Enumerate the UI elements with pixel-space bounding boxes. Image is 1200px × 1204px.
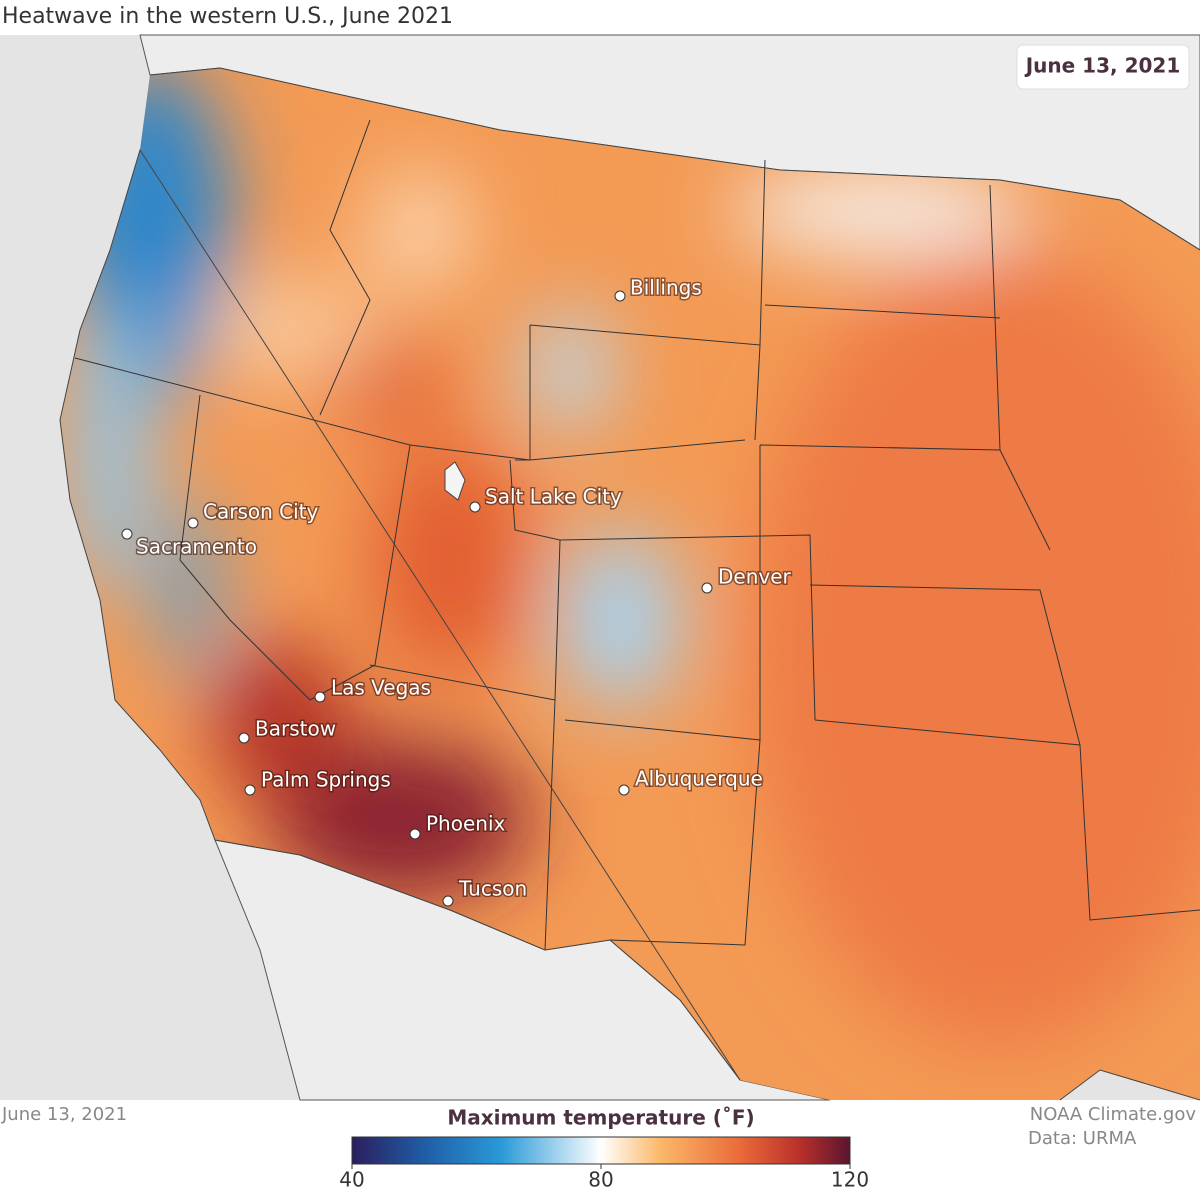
footer-credit: NOAA Climate.gov	[1030, 1104, 1197, 1125]
great-salt-lake	[444, 461, 466, 501]
state-borders	[74, 119, 1200, 951]
city-dot	[701, 582, 713, 594]
cities: Billings Salt Lake City Carson City Sacr…	[121, 274, 793, 907]
city-label: Sacramento	[136, 535, 257, 559]
city-label: Albuquerque	[635, 767, 763, 791]
city-label: Billings	[630, 276, 702, 300]
city-label: Denver	[718, 565, 792, 589]
colorbar	[351, 1136, 851, 1165]
city-dot	[187, 517, 199, 529]
city-label: Tucson	[458, 877, 527, 901]
city-dot	[442, 895, 454, 907]
city-dot	[614, 290, 626, 302]
city-dot	[314, 691, 326, 703]
colorbar-tick-label: 40	[339, 1168, 364, 1192]
legend-title: Maximum temperature (˚F)	[447, 1106, 754, 1130]
date-badge-text: June 13, 2021	[1024, 54, 1181, 78]
city-label: Barstow	[255, 717, 336, 741]
footer-source: Data: URMA	[1028, 1128, 1137, 1149]
city-dot	[618, 784, 630, 796]
colorbar-tick-label: 120	[831, 1168, 869, 1192]
city-dot	[238, 732, 250, 744]
city-label: Carson City	[203, 500, 318, 524]
city-dot	[121, 528, 133, 540]
footer-date: June 13, 2021	[1, 1104, 127, 1125]
city-label: Las Vegas	[331, 676, 431, 700]
colorbar-tick-label: 80	[588, 1168, 613, 1192]
map-title: Heatwave in the western U.S., June 2021	[2, 4, 453, 29]
city-label: Salt Lake City	[485, 485, 622, 509]
city-label: Phoenix	[426, 812, 506, 836]
city-dot	[244, 784, 256, 796]
city-dot	[469, 501, 481, 513]
city-dot	[409, 828, 421, 840]
country-border	[59, 67, 1200, 1101]
city-label: Palm Springs	[261, 768, 391, 792]
date-badge	[1016, 44, 1190, 90]
